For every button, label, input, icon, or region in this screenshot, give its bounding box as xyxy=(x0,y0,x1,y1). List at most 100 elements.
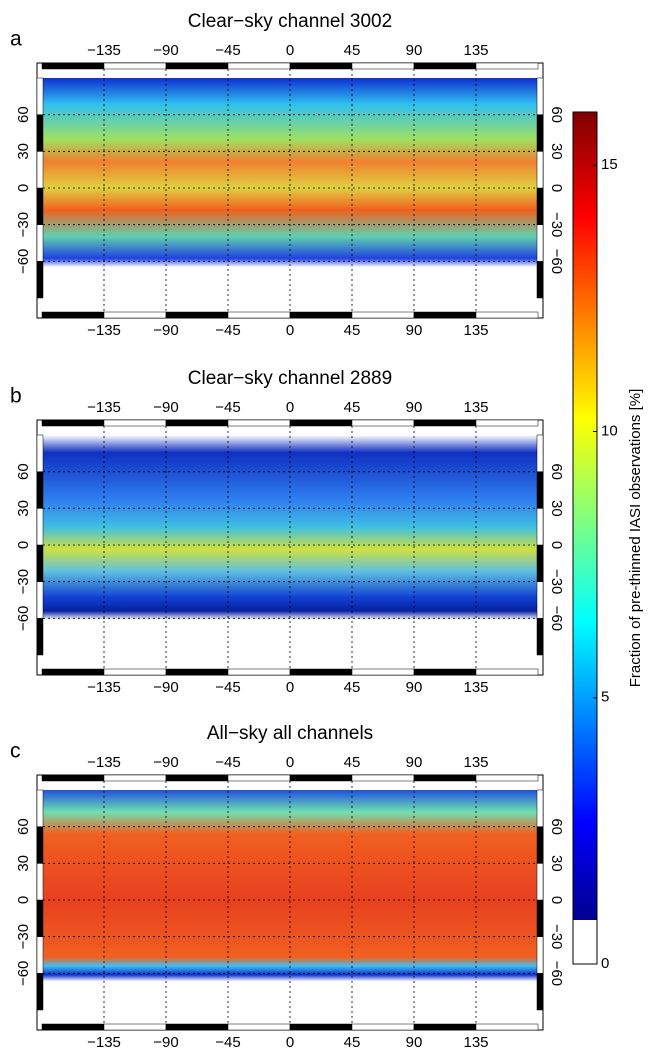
border-strip xyxy=(165,419,229,427)
lon-tick-label: 45 xyxy=(344,1034,361,1049)
border-strip xyxy=(351,311,415,319)
lon-tick-label: 90 xyxy=(406,1034,423,1049)
border-strip xyxy=(289,419,353,427)
lat-tick-label: 0 xyxy=(15,184,32,192)
lat-tick-label: 60 xyxy=(548,818,565,835)
border-strip xyxy=(36,973,44,1011)
border-strip xyxy=(536,151,544,189)
lon-tick-label: 45 xyxy=(344,679,361,696)
lat-tick-label: 30 xyxy=(548,855,565,872)
lon-tick-label: 135 xyxy=(463,322,488,339)
border-strip xyxy=(289,774,353,782)
lon-tick-label: −45 xyxy=(215,1034,240,1049)
border-strip xyxy=(536,936,544,974)
lat-tick-label: 30 xyxy=(548,143,565,160)
lat-tick-label: 60 xyxy=(548,106,565,123)
lat-tick-label: −30 xyxy=(15,924,32,949)
colorbar-frame xyxy=(572,111,598,965)
lon-tick-label: 90 xyxy=(406,399,423,416)
lon-tick-label: 0 xyxy=(286,322,294,339)
panel-letter: c xyxy=(10,740,21,763)
border-strip xyxy=(36,863,44,901)
lon-tick-label: −135 xyxy=(87,1034,121,1049)
lat-tick-label: 60 xyxy=(15,463,32,480)
border-strip xyxy=(536,581,544,619)
border-strip xyxy=(536,77,544,115)
lon-tick-label: 45 xyxy=(344,754,361,771)
border-strip xyxy=(36,114,44,152)
border-strip xyxy=(36,544,44,582)
panel-title: Clear−sky channel 2889 xyxy=(188,368,392,389)
lat-tick-label: −30 xyxy=(548,569,565,594)
lat-tick-label: 0 xyxy=(548,541,565,549)
border-strip xyxy=(103,668,167,676)
border-strip xyxy=(413,419,477,427)
lat-tick-label: −30 xyxy=(548,212,565,237)
colorbar-label: Fraction of pre-thinned IASI observation… xyxy=(627,389,644,687)
border-strip xyxy=(165,311,229,319)
border-strip xyxy=(351,668,415,676)
border-strip xyxy=(41,62,105,70)
border-strip xyxy=(36,187,44,225)
lat-tick-label: 30 xyxy=(15,500,32,517)
lat-tick-label: −60 xyxy=(15,606,32,631)
border-strip xyxy=(103,419,167,427)
border-strip xyxy=(536,544,544,582)
border-strip xyxy=(351,774,415,782)
border-strip xyxy=(103,311,167,319)
border-strip xyxy=(289,668,353,676)
lat-tick-label: −60 xyxy=(15,961,32,986)
lon-tick-label: −45 xyxy=(215,42,240,59)
border-strip xyxy=(103,62,167,70)
border-strip xyxy=(475,419,539,427)
border-strip xyxy=(165,62,229,70)
colorbar-tick-label: 0 xyxy=(601,955,609,972)
lon-tick-label: −135 xyxy=(87,754,121,771)
lat-tick-label: −30 xyxy=(15,212,32,237)
border-strip xyxy=(36,471,44,509)
border-strip xyxy=(536,471,544,509)
lat-tick-label: −60 xyxy=(548,249,565,274)
lat-tick-label: −60 xyxy=(548,961,565,986)
border-strip xyxy=(227,62,291,70)
lon-tick-label: −45 xyxy=(215,399,240,416)
lon-tick-label: −135 xyxy=(87,322,121,339)
lat-tick-label: 0 xyxy=(548,184,565,192)
border-strip xyxy=(536,508,544,546)
border-strip xyxy=(165,668,229,676)
lon-tick-label: 135 xyxy=(463,399,488,416)
border-strip xyxy=(536,187,544,225)
lon-tick-label: 135 xyxy=(463,754,488,771)
lon-tick-label: 0 xyxy=(286,754,294,771)
border-strip xyxy=(475,668,539,676)
border-strip xyxy=(41,311,105,319)
border-strip xyxy=(475,311,539,319)
lat-tick-label: 60 xyxy=(548,463,565,480)
lat-tick-label: 60 xyxy=(15,818,32,835)
border-strip xyxy=(536,224,544,262)
border-strip xyxy=(103,1023,167,1031)
border-strip xyxy=(227,311,291,319)
lon-tick-label: −45 xyxy=(215,322,240,339)
lon-tick-label: 90 xyxy=(406,42,423,59)
border-strip xyxy=(351,1023,415,1031)
panel-title: Clear−sky channel 3002 xyxy=(188,11,392,32)
border-strip xyxy=(413,668,477,676)
border-strip xyxy=(41,1023,105,1031)
colorbar xyxy=(573,112,597,920)
lon-tick-label: −135 xyxy=(87,679,121,696)
border-strip xyxy=(536,789,544,827)
border-strip xyxy=(36,581,44,619)
colorbar-tick-label: 10 xyxy=(601,422,618,439)
lon-tick-label: 0 xyxy=(286,1034,294,1049)
border-strip xyxy=(36,151,44,189)
lon-tick-label: 45 xyxy=(344,399,361,416)
lon-tick-label: 45 xyxy=(344,322,361,339)
lon-tick-label: 0 xyxy=(286,399,294,416)
border-strip xyxy=(536,261,544,299)
border-strip xyxy=(413,1023,477,1031)
border-strip xyxy=(475,774,539,782)
border-strip xyxy=(41,774,105,782)
border-strip xyxy=(351,419,415,427)
lat-tick-label: 0 xyxy=(548,896,565,904)
